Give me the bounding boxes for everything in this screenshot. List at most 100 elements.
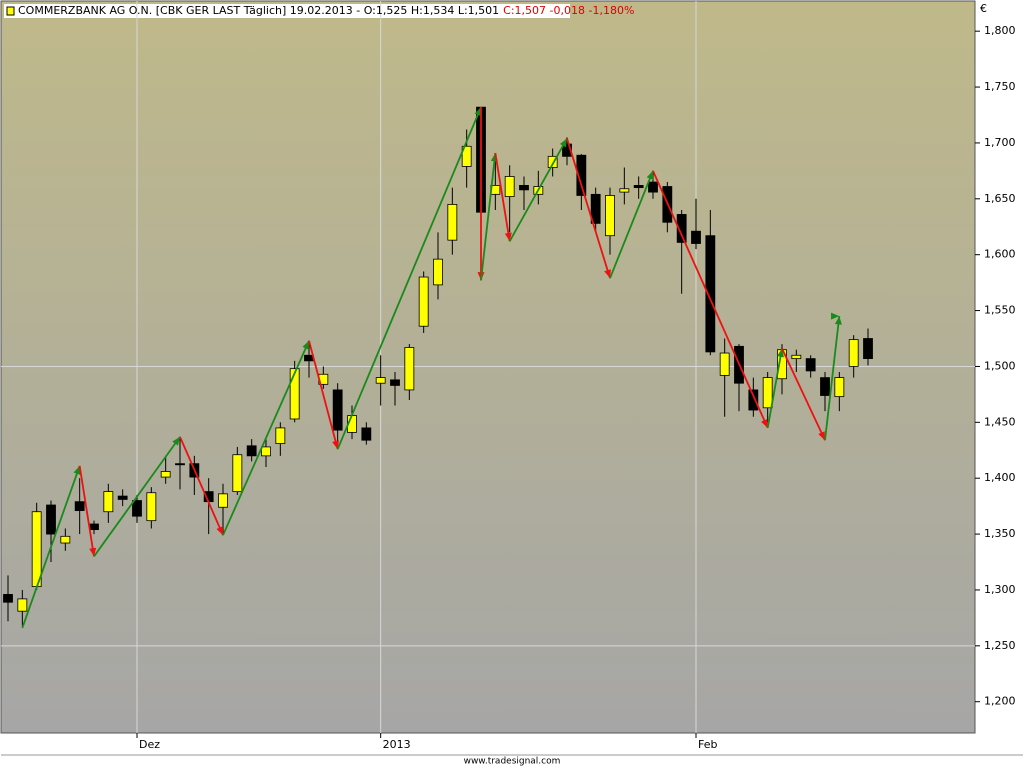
candle-body [719, 352, 730, 376]
currency: € [980, 2, 987, 15]
x-tick-label: Feb [698, 738, 717, 751]
y-tick-label: 1,800 [984, 24, 1016, 37]
candle-body [791, 354, 802, 360]
y-tick-label: 1,650 [984, 192, 1016, 205]
candle-body [3, 594, 13, 603]
zigzag-segment [179, 436, 224, 536]
candle-body [17, 598, 28, 612]
candle-body [547, 155, 558, 168]
candle-body [461, 145, 472, 167]
candle-body [103, 491, 114, 513]
candle-body [519, 184, 529, 191]
zigzag-arrowhead [302, 340, 309, 350]
zigzag-segment [336, 106, 482, 450]
candle-body [46, 504, 56, 535]
zigzag-segment [494, 152, 511, 242]
candle-body [504, 176, 515, 197]
title-icon [6, 6, 15, 16]
candle-body [590, 193, 601, 224]
candle-body [447, 203, 458, 241]
zigzag-arrowhead [559, 138, 567, 148]
chart-title-change: C:1,507 -0,018 -1,180% [503, 4, 634, 17]
candle-body [375, 377, 386, 384]
y-tick-label: 1,500 [984, 359, 1016, 372]
zigzag-segment [93, 436, 181, 557]
candle-body [820, 377, 830, 396]
candle-body [762, 377, 773, 409]
candle-body [418, 276, 429, 327]
zigzag-segment [21, 465, 81, 629]
candle-body [31, 511, 42, 587]
x-tick-label: 2013 [383, 738, 411, 751]
zigzag-arrowhead [831, 312, 840, 320]
candle-body [648, 181, 658, 193]
candle-body [633, 184, 644, 189]
zigzag-segment [781, 348, 826, 441]
candle-body [805, 358, 816, 372]
candle-body [146, 492, 157, 522]
zigzag-segment [508, 138, 568, 242]
zigzag-segment [78, 465, 95, 557]
candle-body [691, 230, 701, 244]
candle-body [261, 446, 271, 457]
candle-body [605, 195, 615, 237]
candle-body [705, 235, 716, 353]
candle-body [834, 377, 845, 398]
candle-body [848, 339, 859, 367]
candle-body [576, 154, 587, 196]
zigzag-segment [566, 138, 611, 279]
y-tick-label: 1,250 [984, 639, 1016, 652]
zigzag-arrowhead [604, 269, 611, 279]
candle-body [390, 379, 400, 386]
candle-body [748, 389, 759, 411]
y-tick-label: 1,450 [984, 415, 1016, 428]
candle-body [160, 471, 171, 478]
zigzag-arrowhead [818, 431, 825, 441]
footer: www.tradesignal.com [464, 757, 561, 767]
zigzag-arrowhead [89, 547, 97, 557]
candle-body [619, 188, 630, 193]
candle-body [132, 500, 142, 517]
zigzag-segment [480, 152, 497, 281]
y-tick-label: 1,750 [984, 80, 1016, 93]
candle-body [60, 535, 71, 544]
candle-body [289, 368, 300, 420]
zigzag-segment [766, 348, 783, 429]
candle-body [246, 445, 257, 457]
candle-body [89, 523, 99, 531]
y-tick-label: 1,600 [984, 248, 1016, 261]
zigzag-segment [609, 170, 654, 279]
candle-body [117, 495, 128, 500]
candle-body [863, 338, 873, 360]
candle-body [232, 454, 243, 493]
chart-title: COMMERZBANK AG O.N. [CBK GER LAST Täglic… [18, 4, 499, 17]
zigzag-arrowhead [73, 465, 81, 475]
zigzag-arrowhead [332, 440, 339, 450]
zigzag-segment [824, 316, 841, 441]
candle-body [275, 427, 286, 444]
candle-body [404, 347, 415, 391]
y-tick-label: 1,350 [984, 527, 1016, 540]
candle-body [175, 463, 185, 466]
y-tick-label: 1,400 [984, 471, 1016, 484]
candle-body [676, 214, 687, 243]
title-box [4, 4, 570, 18]
zigzag-segment [222, 340, 310, 536]
zigzag-segment [308, 340, 339, 450]
zigzag-arrowhead [474, 107, 482, 117]
candle-body [433, 258, 443, 286]
x-tick-label: Dez [139, 738, 160, 751]
y-tick-label: 1,300 [984, 583, 1016, 596]
y-tick-label: 1,700 [984, 136, 1016, 149]
y-tick-label: 1,550 [984, 304, 1016, 317]
zigzag-segment [652, 170, 769, 429]
zigzag-arrowhead [834, 316, 842, 325]
candle-body [74, 501, 85, 512]
candle-body [361, 427, 372, 441]
y-tick-label: 1,200 [984, 695, 1016, 708]
zigzag-arrowhead [646, 170, 654, 180]
zigzag-arrowhead [216, 526, 223, 536]
candle-body [218, 493, 228, 508]
